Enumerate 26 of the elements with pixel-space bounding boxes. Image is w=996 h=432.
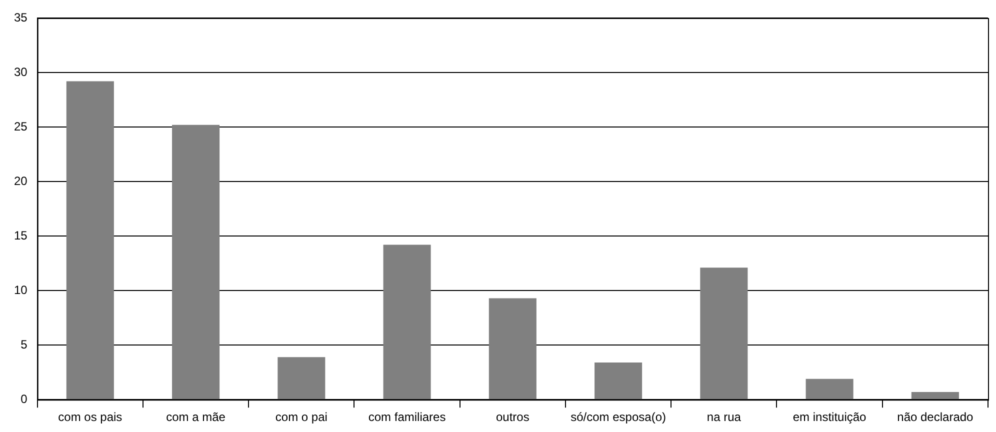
x-tick-label: só/com esposa(o) [570,410,666,424]
bar [66,81,114,400]
x-tick-label: não declarado [897,410,974,424]
bar [911,392,959,400]
y-tick-label: 10 [14,282,28,297]
x-tick-label: na rua [706,410,742,424]
x-tick-label: com os pais [58,410,122,424]
x-tick-label: em instituição [792,410,867,424]
x-tick-label: com familiares [368,410,446,424]
bar [383,244,431,400]
bar [488,298,536,400]
bar [806,378,854,400]
bar [172,124,220,400]
x-tick-label: com a mãe [166,410,226,424]
y-tick-label: 15 [14,228,28,242]
x-tick-label: com o pai [275,410,328,424]
y-tick-label: 0 [20,392,28,406]
bar [594,362,642,400]
x-tick-label: outros [496,410,530,424]
y-tick-label: 5 [20,337,28,352]
y-tick-label: 35 [14,10,28,24]
bar [278,357,326,400]
y-tick-label: 25 [14,119,28,134]
y-tick-label: 20 [14,174,28,188]
y-tick-label: 30 [14,64,28,79]
bar [700,268,748,400]
